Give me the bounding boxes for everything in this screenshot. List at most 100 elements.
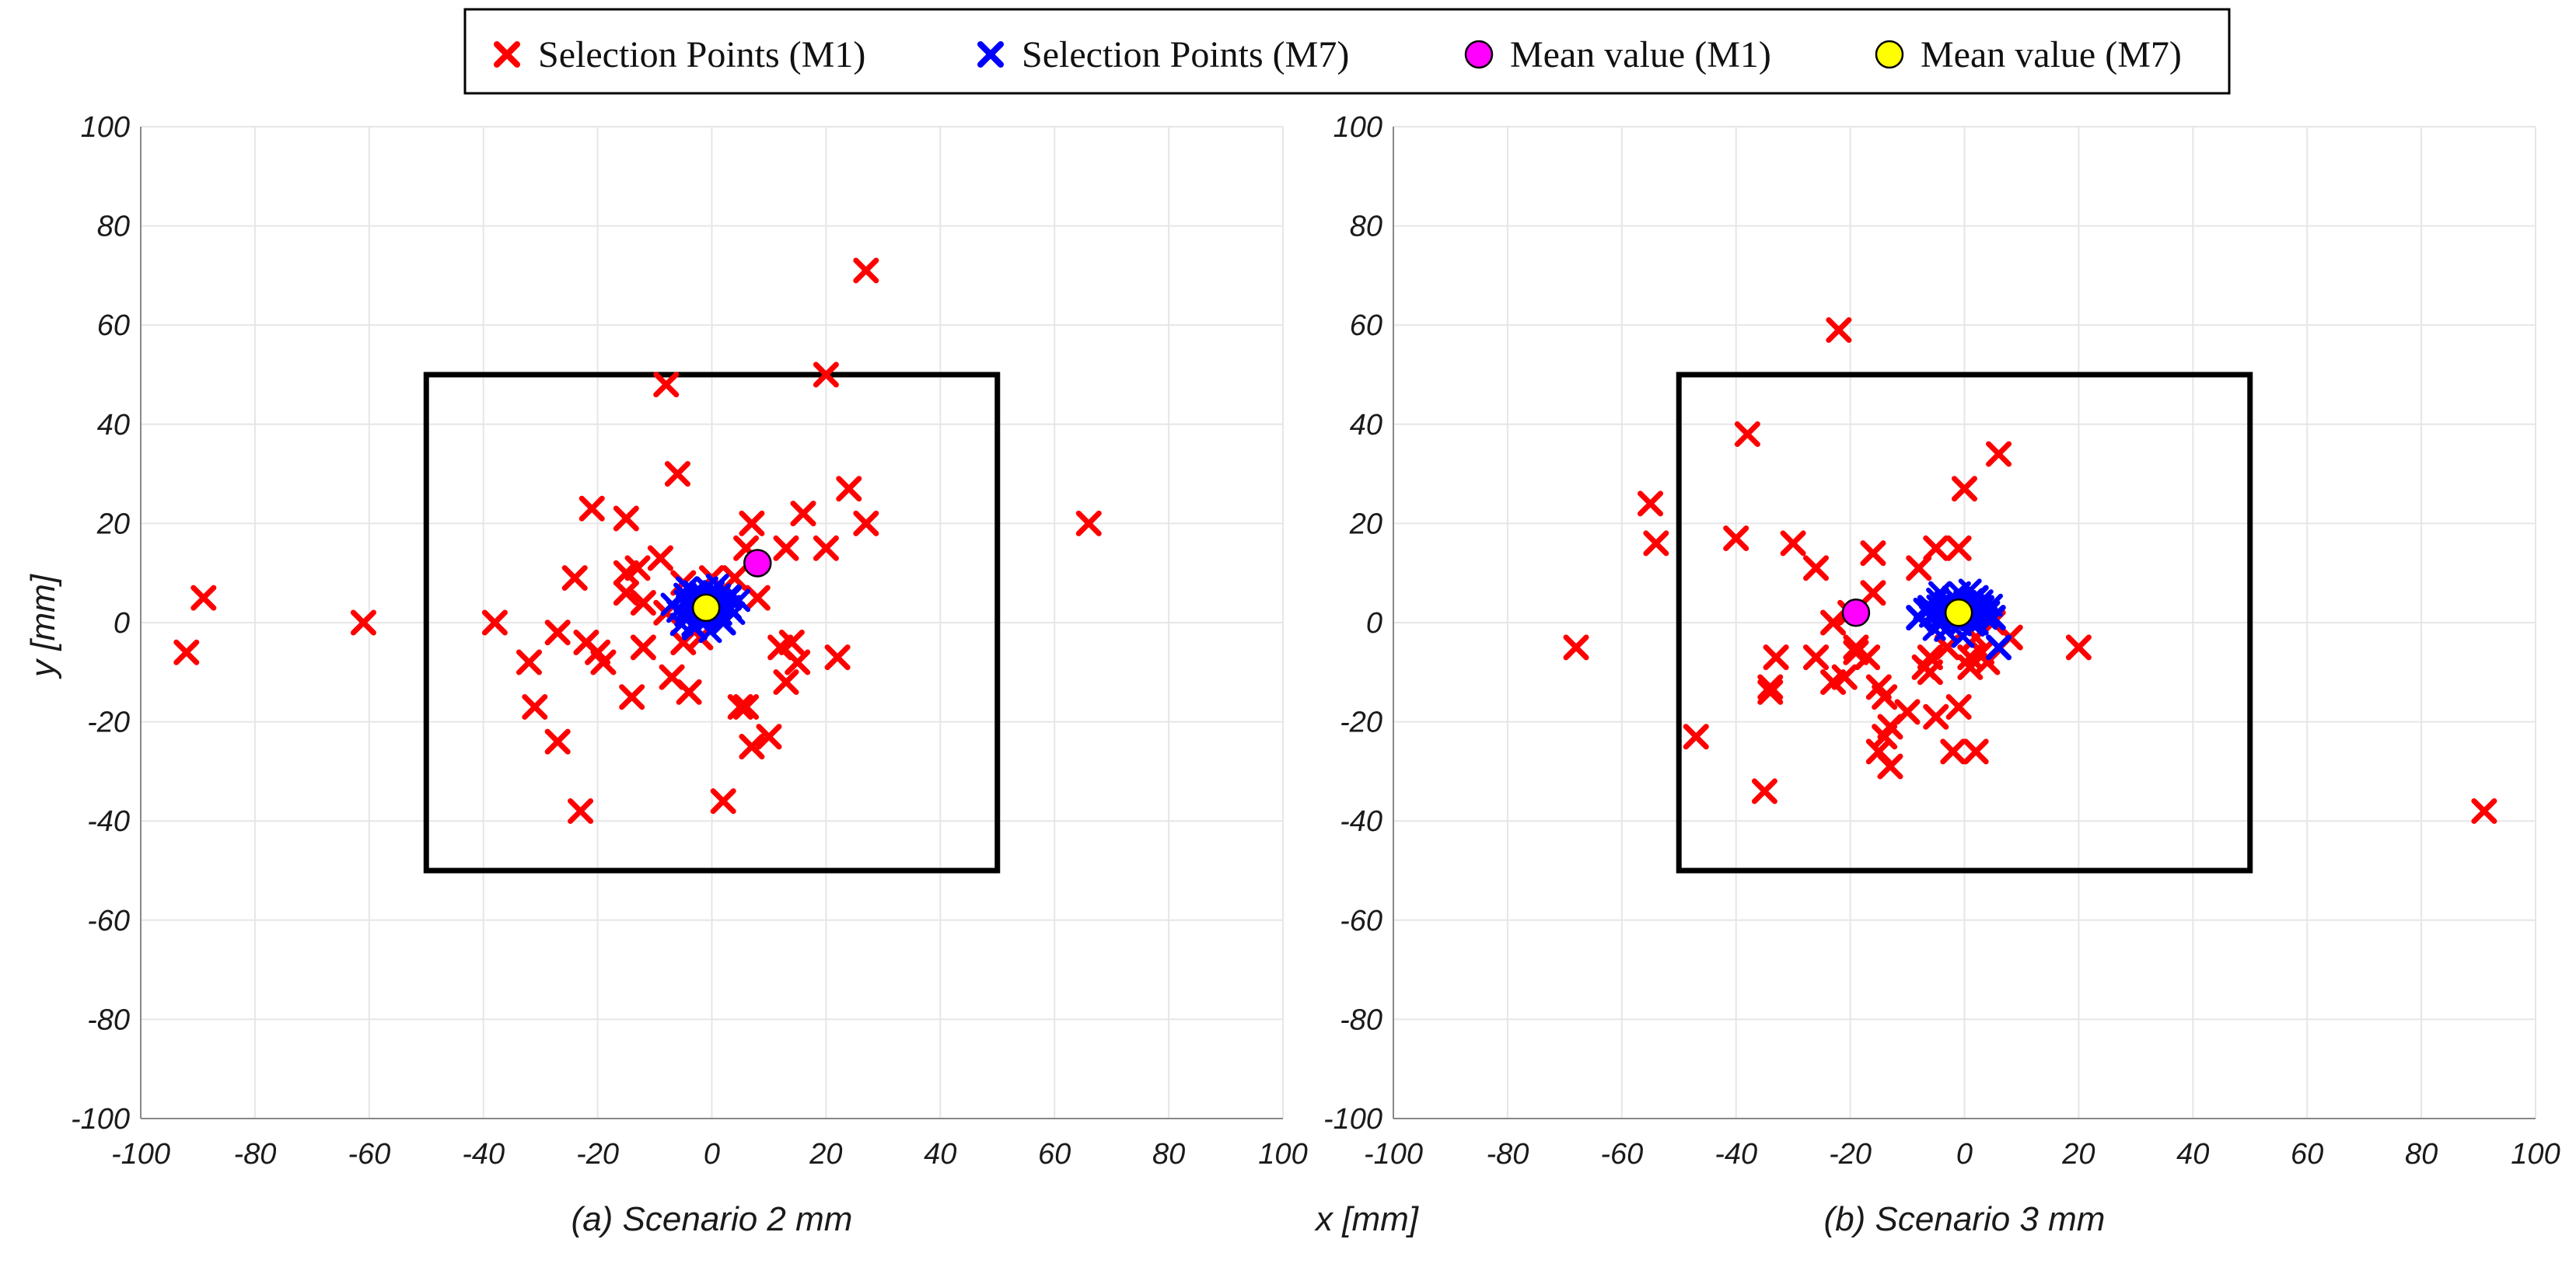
point-m1: [1683, 724, 1709, 750]
point-m1-stroke-b: [2471, 798, 2497, 824]
mean-m1-marker: [743, 549, 772, 578]
y-tick-label: 0: [114, 607, 130, 640]
point-m1: [676, 679, 702, 705]
panels: -100-100-80-80-60-60-40-40-20-2000202040…: [71, 111, 2560, 1238]
point-m1-stroke-b: [744, 585, 771, 611]
point-m1: [1643, 530, 1669, 557]
panel-caption: (a) Scenario 2 mm: [571, 1200, 853, 1238]
y-tick-label: 0: [1366, 607, 1382, 640]
y-axis-label: y [mm]: [24, 573, 62, 679]
point-m1: [522, 693, 548, 720]
point-m1-stroke-b: [1923, 535, 1949, 561]
point-m1-stroke-b: [1865, 674, 1892, 700]
point-m1: [739, 510, 765, 536]
x-tick-label: 40: [2176, 1138, 2209, 1171]
point-m1: [653, 372, 680, 398]
point-m1-stroke-b: [630, 589, 656, 616]
point-m1: [1963, 738, 1989, 765]
legend-marker-m7: [977, 41, 1004, 68]
point-m1: [756, 724, 782, 750]
point-m1: [1923, 703, 1949, 730]
point-m1: [710, 788, 736, 815]
point-m1-stroke-b: [653, 372, 680, 398]
point-m1: [1763, 644, 1789, 671]
point-m1-stroke-b: [1872, 684, 1898, 710]
point-m1: [1780, 530, 1806, 557]
point-m1-stroke-b: [1940, 738, 1966, 765]
point-m1-stroke-b: [190, 585, 217, 611]
point-m1: [1757, 679, 1784, 705]
point-m1: [1945, 535, 1972, 561]
point-m1: [1831, 664, 1858, 690]
x-tick-label: 60: [1038, 1138, 1071, 1171]
point-m1-stroke-b: [1723, 525, 1749, 552]
point-m1: [1803, 644, 1830, 671]
point-m1-stroke-b: [568, 798, 594, 824]
point-m1-stroke-b: [1952, 476, 1977, 502]
y-tick-label: -80: [87, 1003, 130, 1036]
point-m1: [813, 535, 839, 561]
point-m1: [1638, 490, 1664, 517]
point-m1-stroke-b: [1757, 674, 1784, 700]
point-m1: [733, 693, 760, 720]
point-m1: [1734, 421, 1760, 448]
point-m1-stroke-b: [173, 639, 200, 665]
point-m1-stroke-b: [739, 510, 765, 536]
legend: Selection Points (M1) Selection Points (M…: [463, 8, 2231, 95]
point-m1: [1757, 674, 1784, 700]
point-m7-stroke-b: [1951, 624, 1975, 648]
y-tick-label: -100: [71, 1103, 130, 1136]
legend-label-m7: Selection Points (M7): [1022, 34, 1349, 75]
point-m1-stroke-b: [624, 555, 651, 581]
point-m1: [1563, 634, 1589, 661]
point-m1-stroke-b: [773, 535, 799, 561]
point-m1: [1751, 778, 1777, 805]
point-m1-stroke-b: [1854, 644, 1881, 671]
y-tick-label: 20: [1349, 508, 1382, 540]
point-m1: [778, 630, 805, 656]
legend-marker-mean-m1: [1464, 40, 1494, 69]
point-m1: [1986, 441, 2012, 467]
x-tick-label: 0: [704, 1138, 720, 1171]
legend-marker-m1-stroke-b: [494, 41, 520, 68]
point-m1: [1854, 644, 1881, 671]
point-m1: [790, 501, 816, 527]
x-tick-label: -40: [1714, 1138, 1757, 1171]
point-m1: [630, 589, 656, 616]
point-m1: [1877, 753, 1903, 780]
point-m1-stroke-b: [2065, 634, 2092, 661]
point-m1-stroke-b: [824, 644, 851, 671]
point-m1-stroke-b: [836, 476, 862, 502]
y-tick-label: -60: [1340, 905, 1382, 937]
x-axis-label: x [mm]: [1314, 1200, 1420, 1238]
x-tick-label: 60: [2291, 1138, 2323, 1171]
point-m1: [544, 620, 571, 646]
point-m1-stroke-b: [619, 684, 645, 710]
point-m1-stroke-b: [1860, 580, 1886, 606]
point-m1: [773, 535, 799, 561]
point-m1-stroke-b: [853, 510, 879, 536]
point-m1-stroke-b: [773, 669, 799, 696]
point-m7: [694, 576, 718, 600]
point-m1-stroke-b: [813, 535, 839, 561]
point-m1: [561, 565, 588, 592]
x-tick-label: 80: [2405, 1138, 2438, 1171]
point-m1-stroke-b: [853, 257, 879, 284]
legend-label-mean-m1: Mean value (M1): [1510, 34, 1771, 75]
x-tick-label: 100: [1258, 1138, 1307, 1171]
y-tick-label: -80: [1340, 1003, 1382, 1036]
point-m1: [727, 693, 753, 720]
point-m1: [2471, 798, 2497, 824]
point-m7-stroke-b: [698, 620, 722, 644]
point-m1-stroke-b: [1877, 753, 1903, 780]
point-m1: [813, 361, 839, 388]
point-m1-stroke-b: [1751, 778, 1777, 805]
legend-marker-m1: [494, 41, 520, 68]
point-m1-stroke-b: [544, 728, 571, 755]
point-m1-stroke-b: [1763, 644, 1789, 671]
y-tick-label: -60: [87, 905, 130, 937]
point-m1: [664, 461, 690, 487]
y-tick-label: 100: [1333, 111, 1382, 144]
point-m7: [1951, 624, 1975, 648]
point-m1-stroke-b: [481, 609, 508, 636]
